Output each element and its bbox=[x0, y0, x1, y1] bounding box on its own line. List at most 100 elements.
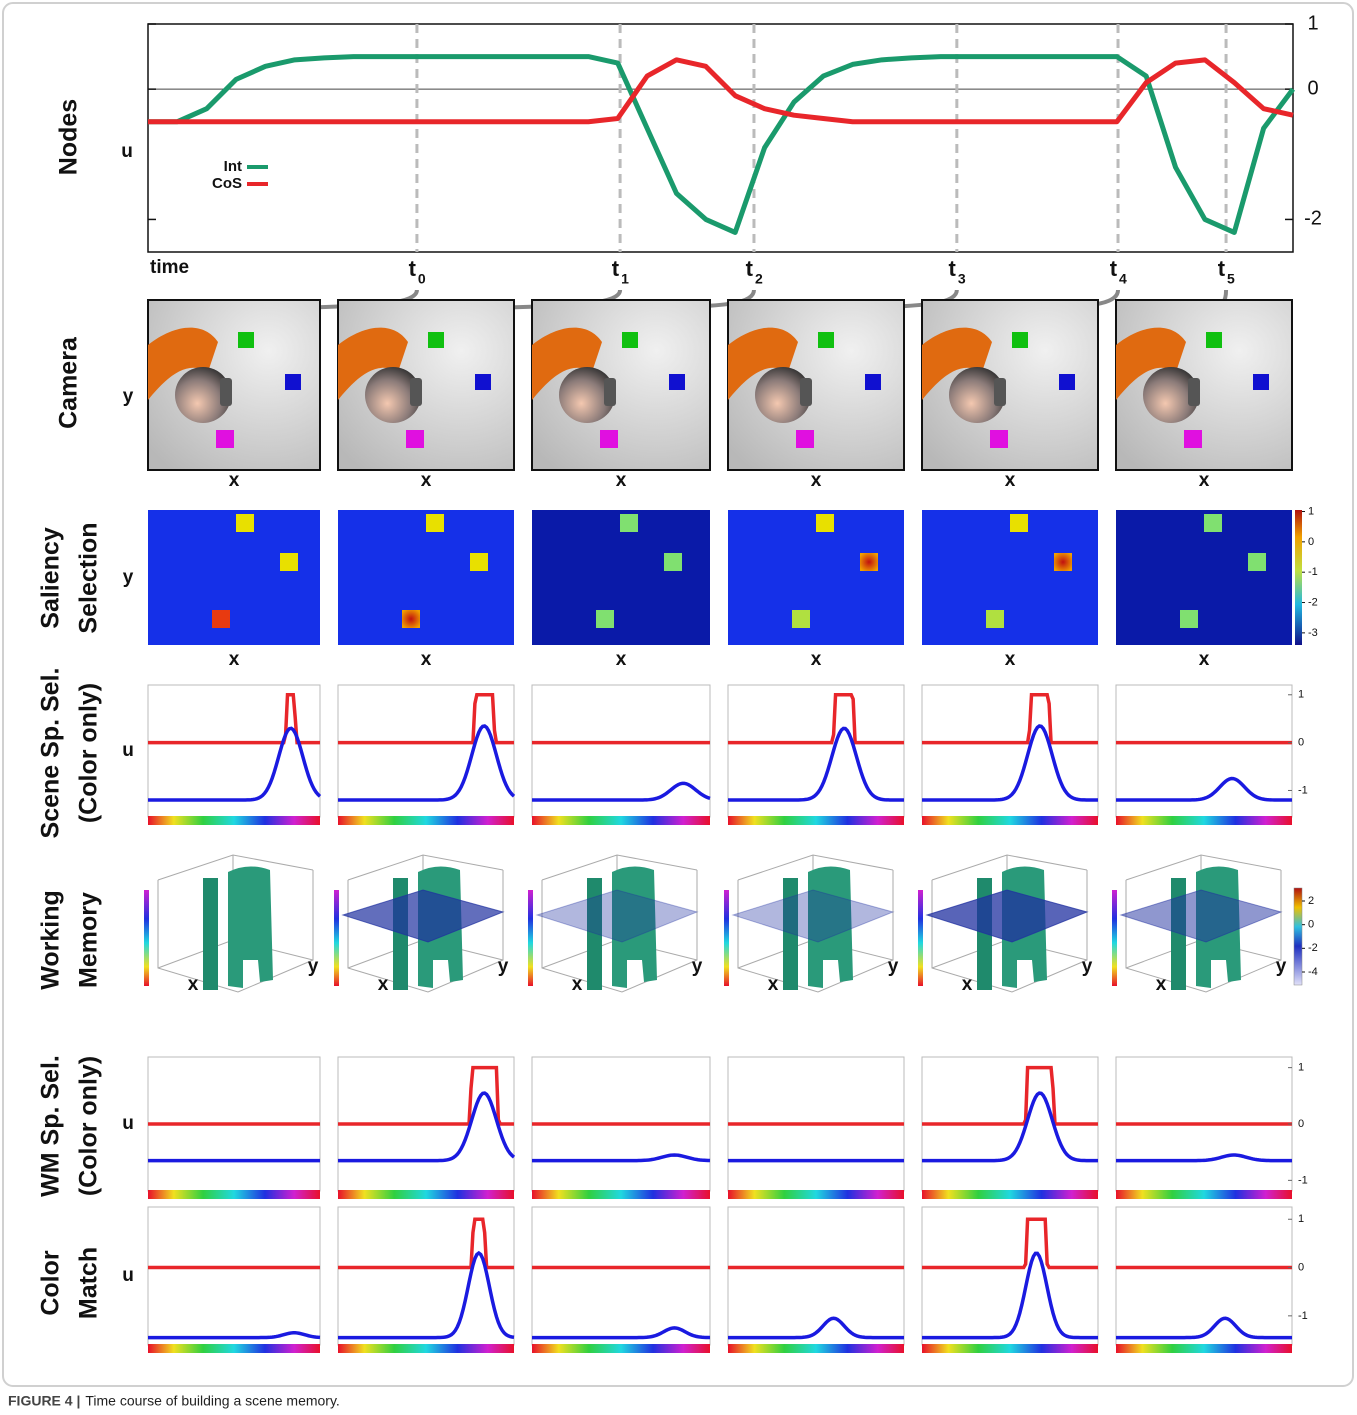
object-blue bbox=[1253, 374, 1269, 390]
y-tick-label: 0 bbox=[1307, 77, 1318, 99]
row-label: Scene Sp. Sel. bbox=[37, 668, 65, 839]
x-axis-label: x bbox=[616, 470, 627, 491]
saliency-blob bbox=[426, 514, 444, 532]
y-axis-label: y bbox=[692, 956, 703, 977]
hue-strip bbox=[922, 816, 1098, 825]
robot-wrist bbox=[220, 378, 232, 406]
x-axis-label: x bbox=[1199, 649, 1210, 670]
row-label: Memory bbox=[75, 892, 103, 988]
event-subscript: 0 bbox=[418, 271, 426, 287]
object-green bbox=[1012, 332, 1028, 348]
row-label: Nodes bbox=[55, 99, 83, 175]
event-subscript: 2 bbox=[755, 271, 763, 287]
series-line bbox=[148, 60, 1293, 122]
colorbar-tick-label: -2 bbox=[1308, 596, 1318, 608]
saliency-blob bbox=[212, 610, 230, 628]
plot-frame bbox=[532, 1207, 710, 1345]
y-tick-label: 0 bbox=[1298, 1118, 1304, 1130]
x-axis-label: time bbox=[150, 257, 189, 278]
wm-colorbar bbox=[144, 890, 149, 986]
robot-wrist bbox=[604, 378, 616, 406]
wm-colorbar bbox=[1112, 890, 1117, 986]
row-label: WM Sp. Sel. bbox=[37, 1055, 65, 1197]
figure-border bbox=[3, 3, 1353, 1386]
x-axis-label: x bbox=[188, 974, 199, 995]
row-label: Saliency bbox=[37, 527, 65, 629]
colorbar-tick-label: 1 bbox=[1308, 505, 1314, 517]
input-curve bbox=[532, 783, 710, 800]
x-axis-label: x bbox=[1156, 974, 1167, 995]
event-label: t bbox=[1218, 256, 1226, 281]
x-axis-label: x bbox=[572, 974, 583, 995]
object-green bbox=[1206, 332, 1222, 348]
robot-wrist bbox=[1188, 378, 1200, 406]
hue-strip bbox=[728, 1344, 904, 1353]
wm-plane bbox=[153, 890, 313, 942]
hue-strip bbox=[338, 816, 514, 825]
wm-plane bbox=[927, 890, 1087, 942]
x-axis-label: x bbox=[616, 649, 627, 670]
saliency-blob bbox=[280, 553, 298, 571]
colorbar-tick-label: 0 bbox=[1308, 919, 1314, 931]
robot-wrist bbox=[994, 378, 1006, 406]
plot-frame bbox=[148, 1207, 320, 1345]
event-subscript: 5 bbox=[1227, 271, 1235, 287]
object-blue bbox=[865, 374, 881, 390]
hue-strip bbox=[532, 1190, 710, 1199]
object-green bbox=[622, 332, 638, 348]
object-magenta bbox=[1184, 430, 1202, 448]
y-axis-label: y bbox=[123, 386, 134, 407]
x-axis-label: x bbox=[811, 649, 822, 670]
y-axis-label: u bbox=[122, 1113, 134, 1134]
y-axis-label: u bbox=[122, 740, 134, 761]
y-tick-label: 1 bbox=[1298, 1213, 1304, 1225]
robot-wrist bbox=[410, 378, 422, 406]
saliency-blob bbox=[664, 553, 682, 571]
y-tick-label: 1 bbox=[1307, 12, 1318, 34]
hue-strip bbox=[922, 1344, 1098, 1353]
object-magenta bbox=[990, 430, 1008, 448]
plot-frame bbox=[1116, 1207, 1292, 1345]
caption-label: FIGURE 4 | bbox=[8, 1393, 80, 1409]
object-blue bbox=[285, 374, 301, 390]
row-label: Match bbox=[75, 1247, 103, 1319]
hue-strip bbox=[728, 816, 904, 825]
saliency-blob bbox=[470, 553, 488, 571]
object-green bbox=[818, 332, 834, 348]
x-axis-label: x bbox=[421, 649, 432, 670]
hue-strip bbox=[148, 816, 320, 825]
wm-colorbar bbox=[918, 890, 923, 986]
event-subscript: 4 bbox=[1119, 271, 1127, 287]
y-axis-label: y bbox=[308, 956, 319, 977]
y-tick-label: 0 bbox=[1298, 737, 1304, 749]
wm-plane bbox=[343, 890, 503, 942]
y-tick-label: -2 bbox=[1304, 208, 1322, 230]
input-curve bbox=[338, 726, 514, 800]
input-curve bbox=[922, 726, 1098, 800]
selection-curve bbox=[338, 695, 514, 743]
input-curve bbox=[338, 1093, 514, 1161]
colorbar-tick-label: -1 bbox=[1308, 566, 1318, 578]
hue-strip bbox=[922, 1190, 1098, 1199]
row-label: (Color only) bbox=[75, 683, 103, 823]
colorbar-tick-label: -4 bbox=[1308, 966, 1318, 978]
x-axis-label: x bbox=[378, 974, 389, 995]
input-curve bbox=[532, 1328, 710, 1338]
input-curve bbox=[728, 728, 904, 800]
y-tick-label: -1 bbox=[1298, 1310, 1308, 1322]
x-axis-label: x bbox=[768, 974, 779, 995]
event-label: t bbox=[949, 256, 957, 281]
y-tick-label: 1 bbox=[1298, 1062, 1304, 1074]
event-label: t bbox=[409, 256, 417, 281]
hue-strip bbox=[1116, 816, 1292, 825]
wm-plane bbox=[537, 890, 697, 942]
object-green bbox=[238, 332, 254, 348]
hue-strip bbox=[532, 816, 710, 825]
saliency-blob bbox=[1010, 514, 1028, 532]
colorbar-tick-label: 2 bbox=[1308, 895, 1314, 907]
x-axis-label: x bbox=[229, 470, 240, 491]
hue-strip bbox=[532, 1344, 710, 1353]
saliency-blob bbox=[1180, 610, 1198, 628]
event-subscript: 3 bbox=[958, 271, 966, 287]
input-curve bbox=[148, 1333, 320, 1338]
